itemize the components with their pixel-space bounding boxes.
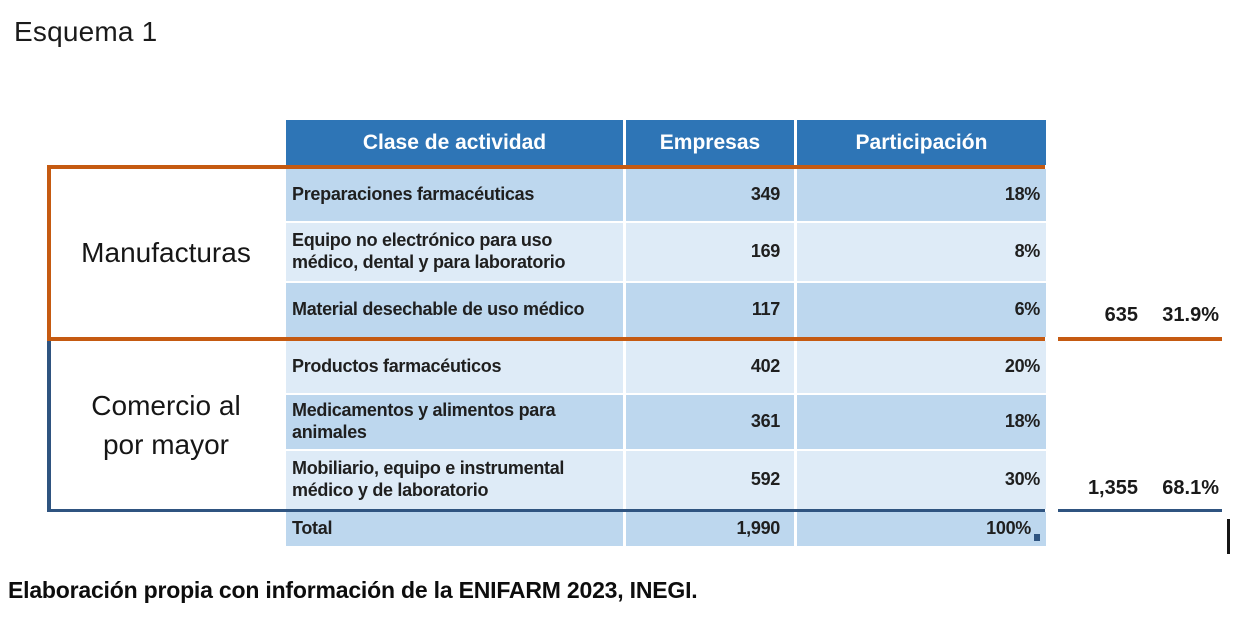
text-cursor bbox=[1227, 519, 1230, 554]
activity-cell: Preparaciones farmacéuticas bbox=[286, 169, 623, 221]
table-row: Productos farmacéuticos 402 20% bbox=[286, 341, 1046, 393]
comment-anchor-mark bbox=[1034, 534, 1040, 541]
activity-table: Clase de actividad Empresas Participació… bbox=[286, 120, 1046, 546]
table-row: Mobiliario, equipo e instrumental médico… bbox=[286, 451, 1046, 509]
header-activity: Clase de actividad bbox=[286, 120, 623, 165]
comercio-subtotal-underline bbox=[1058, 509, 1222, 512]
manufacturas-subtotal-empresas: 635 bbox=[1104, 304, 1138, 326]
comercio-subtotal-empresas: 1,355 bbox=[1087, 477, 1138, 499]
activity-cell: Equipo no electrónico para uso médico, d… bbox=[286, 223, 623, 281]
empresas-cell: 361 bbox=[626, 395, 794, 449]
total-participacion-value: 100% bbox=[986, 518, 1031, 539]
activity-cell: Medicamentos y alimentos para animales bbox=[286, 395, 623, 449]
table-row: Equipo no electrónico para uso médico, d… bbox=[286, 223, 1046, 281]
header-participacion: Participación bbox=[797, 120, 1046, 165]
activity-cell: Productos farmacéuticos bbox=[286, 341, 623, 393]
total-row: Total 1,990 100% bbox=[286, 512, 1046, 546]
table-row: Preparaciones farmacéuticas 349 18% bbox=[286, 169, 1046, 221]
empresas-cell: 349 bbox=[626, 169, 794, 221]
comercio-subtotal: 1,355 68.1% bbox=[1058, 477, 1219, 500]
group-label-comercio: Comercio al por mayor bbox=[91, 389, 241, 460]
manufacturas-subtotal-participacion: 31.9% bbox=[1162, 304, 1219, 326]
participacion-cell: 8% bbox=[797, 223, 1046, 281]
manufacturas-subtotal: 635 31.9% bbox=[1058, 304, 1219, 327]
page-title: Esquema 1 bbox=[14, 16, 158, 47]
participacion-cell: 6% bbox=[797, 283, 1046, 337]
empresas-cell: 592 bbox=[626, 451, 794, 509]
participacion-cell: 18% bbox=[797, 395, 1046, 449]
header-empresas: Empresas bbox=[626, 120, 794, 165]
total-participacion-cell: 100% bbox=[797, 512, 1046, 546]
empresas-cell: 169 bbox=[626, 223, 794, 281]
total-label-cell: Total bbox=[286, 512, 623, 546]
source-caption: Elaboración propia con información de la… bbox=[8, 577, 698, 603]
participacion-cell: 18% bbox=[797, 169, 1046, 221]
table-row: Material desechable de uso médico 117 6% bbox=[286, 283, 1046, 337]
empresas-cell: 402 bbox=[626, 341, 794, 393]
activity-cell: Mobiliario, equipo e instrumental médico… bbox=[286, 451, 623, 509]
participacion-cell: 30% bbox=[797, 451, 1046, 509]
empresas-cell: 117 bbox=[626, 283, 794, 337]
total-empresas-cell: 1,990 bbox=[626, 512, 794, 546]
table-row: Medicamentos y alimentos para animales 3… bbox=[286, 395, 1046, 449]
manufacturas-subtotal-underline bbox=[1058, 337, 1222, 341]
comercio-subtotal-participacion: 68.1% bbox=[1162, 477, 1219, 499]
group-label-manufacturas: Manufacturas bbox=[81, 237, 251, 269]
activity-cell: Material desechable de uso médico bbox=[286, 283, 623, 337]
table-header-row: Clase de actividad Empresas Participació… bbox=[286, 120, 1046, 165]
participacion-cell: 20% bbox=[797, 341, 1046, 393]
